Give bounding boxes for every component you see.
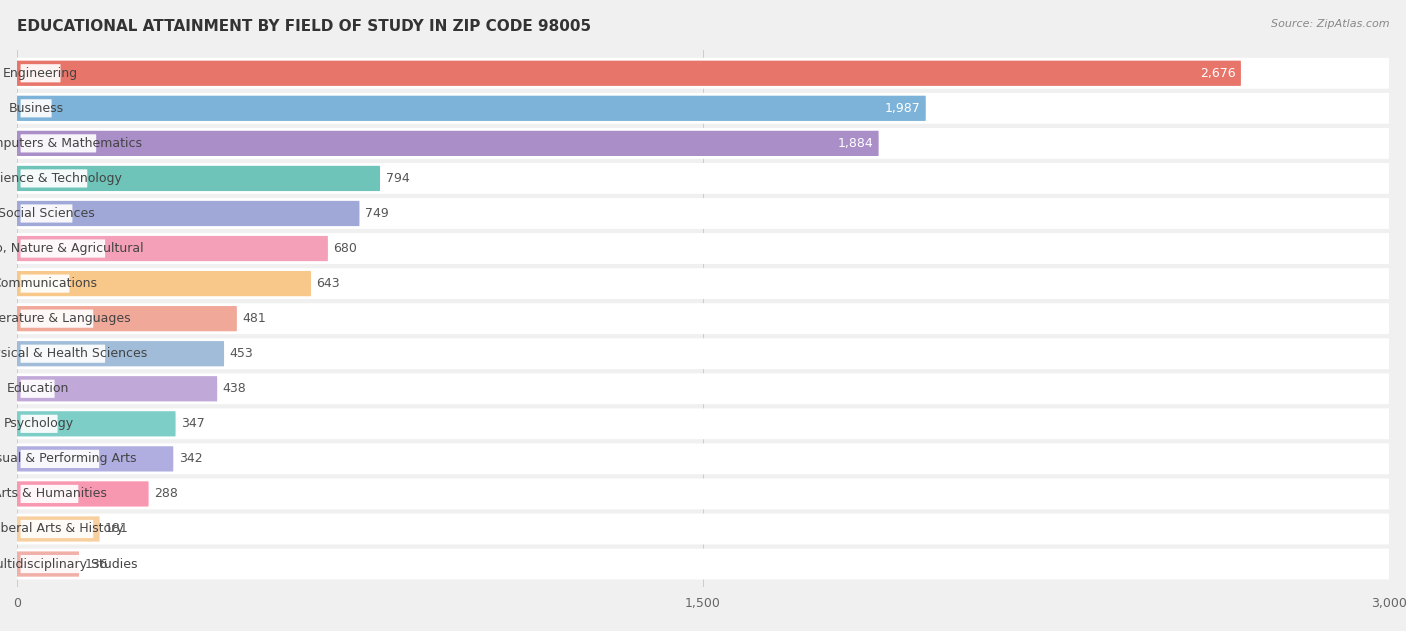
FancyBboxPatch shape bbox=[17, 163, 1389, 194]
FancyBboxPatch shape bbox=[17, 58, 1389, 89]
Text: 680: 680 bbox=[333, 242, 357, 255]
FancyBboxPatch shape bbox=[17, 478, 1389, 509]
Text: 181: 181 bbox=[105, 522, 129, 536]
FancyBboxPatch shape bbox=[21, 485, 79, 503]
Text: 481: 481 bbox=[242, 312, 266, 325]
FancyBboxPatch shape bbox=[21, 380, 55, 398]
Text: 438: 438 bbox=[222, 382, 246, 395]
FancyBboxPatch shape bbox=[17, 304, 1389, 334]
FancyBboxPatch shape bbox=[21, 345, 105, 363]
Text: 794: 794 bbox=[385, 172, 409, 185]
FancyBboxPatch shape bbox=[17, 236, 328, 261]
FancyBboxPatch shape bbox=[21, 239, 105, 257]
FancyBboxPatch shape bbox=[17, 93, 1389, 124]
FancyBboxPatch shape bbox=[17, 166, 380, 191]
FancyBboxPatch shape bbox=[17, 446, 173, 471]
Text: Literature & Languages: Literature & Languages bbox=[0, 312, 131, 325]
FancyBboxPatch shape bbox=[21, 415, 58, 433]
Text: Social Sciences: Social Sciences bbox=[0, 207, 94, 220]
FancyBboxPatch shape bbox=[17, 338, 1389, 369]
FancyBboxPatch shape bbox=[17, 306, 236, 331]
FancyBboxPatch shape bbox=[17, 233, 1389, 264]
Text: Physical & Health Sciences: Physical & Health Sciences bbox=[0, 347, 148, 360]
Text: 1,884: 1,884 bbox=[838, 137, 873, 150]
Text: Communications: Communications bbox=[0, 277, 97, 290]
FancyBboxPatch shape bbox=[21, 169, 87, 187]
Text: Liberal Arts & History: Liberal Arts & History bbox=[0, 522, 124, 536]
FancyBboxPatch shape bbox=[21, 274, 69, 293]
Text: 342: 342 bbox=[179, 452, 202, 466]
FancyBboxPatch shape bbox=[17, 376, 217, 401]
Text: Psychology: Psychology bbox=[4, 417, 75, 430]
FancyBboxPatch shape bbox=[17, 411, 176, 437]
FancyBboxPatch shape bbox=[17, 96, 925, 121]
Text: Arts & Humanities: Arts & Humanities bbox=[0, 487, 107, 500]
Text: Education: Education bbox=[7, 382, 69, 395]
Text: 643: 643 bbox=[316, 277, 340, 290]
Text: Science & Technology: Science & Technology bbox=[0, 172, 122, 185]
FancyBboxPatch shape bbox=[17, 268, 1389, 299]
FancyBboxPatch shape bbox=[21, 204, 73, 223]
FancyBboxPatch shape bbox=[21, 134, 96, 153]
Text: Bio, Nature & Agricultural: Bio, Nature & Agricultural bbox=[0, 242, 143, 255]
Text: 1,987: 1,987 bbox=[884, 102, 921, 115]
FancyBboxPatch shape bbox=[17, 516, 100, 541]
FancyBboxPatch shape bbox=[17, 514, 1389, 545]
Text: 136: 136 bbox=[84, 558, 108, 570]
FancyBboxPatch shape bbox=[17, 374, 1389, 404]
FancyBboxPatch shape bbox=[17, 341, 224, 367]
FancyBboxPatch shape bbox=[17, 198, 1389, 229]
FancyBboxPatch shape bbox=[17, 271, 311, 296]
FancyBboxPatch shape bbox=[17, 444, 1389, 475]
FancyBboxPatch shape bbox=[21, 450, 100, 468]
Text: Visual & Performing Arts: Visual & Performing Arts bbox=[0, 452, 136, 466]
FancyBboxPatch shape bbox=[17, 551, 79, 577]
FancyBboxPatch shape bbox=[17, 131, 879, 156]
Text: 2,676: 2,676 bbox=[1199, 67, 1236, 80]
Text: 749: 749 bbox=[366, 207, 388, 220]
Text: Business: Business bbox=[8, 102, 63, 115]
Text: 453: 453 bbox=[229, 347, 253, 360]
Text: Engineering: Engineering bbox=[3, 67, 79, 80]
FancyBboxPatch shape bbox=[21, 520, 93, 538]
FancyBboxPatch shape bbox=[21, 99, 52, 117]
Text: Computers & Mathematics: Computers & Mathematics bbox=[0, 137, 142, 150]
FancyBboxPatch shape bbox=[17, 481, 149, 507]
Text: Multidisciplinary Studies: Multidisciplinary Studies bbox=[0, 558, 138, 570]
FancyBboxPatch shape bbox=[17, 201, 360, 226]
FancyBboxPatch shape bbox=[17, 408, 1389, 439]
FancyBboxPatch shape bbox=[17, 128, 1389, 159]
Text: Source: ZipAtlas.com: Source: ZipAtlas.com bbox=[1271, 19, 1389, 29]
FancyBboxPatch shape bbox=[17, 548, 1389, 579]
Text: 288: 288 bbox=[155, 487, 179, 500]
FancyBboxPatch shape bbox=[21, 64, 60, 83]
Text: EDUCATIONAL ATTAINMENT BY FIELD OF STUDY IN ZIP CODE 98005: EDUCATIONAL ATTAINMENT BY FIELD OF STUDY… bbox=[17, 19, 591, 34]
FancyBboxPatch shape bbox=[17, 61, 1241, 86]
FancyBboxPatch shape bbox=[21, 310, 93, 327]
FancyBboxPatch shape bbox=[21, 555, 103, 573]
Text: 347: 347 bbox=[181, 417, 205, 430]
